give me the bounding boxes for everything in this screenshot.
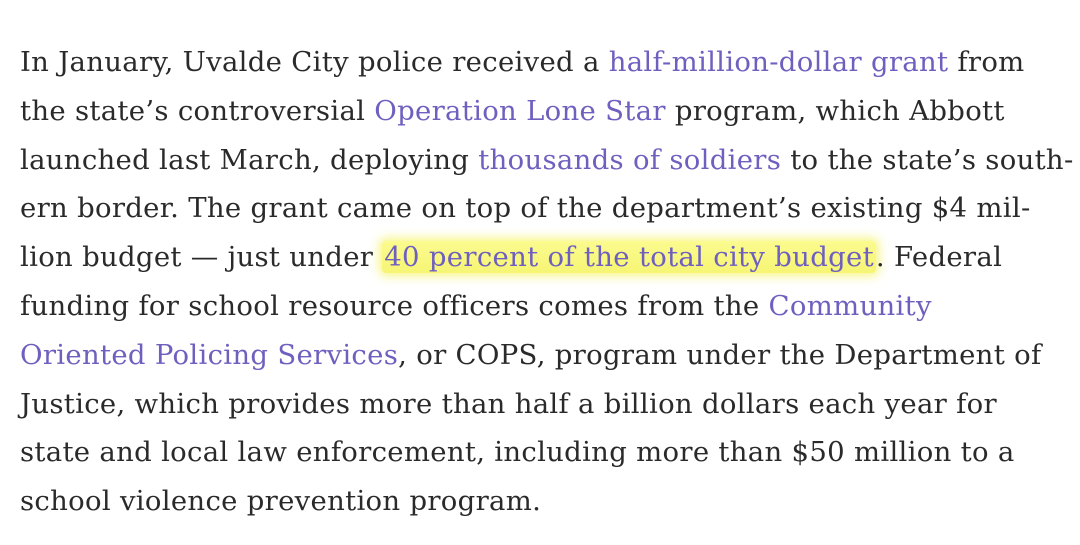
paragraph-line: school violence prevention program.: [20, 477, 1080, 526]
inline-link[interactable]: Community: [768, 289, 932, 322]
inline-link[interactable]: Oriented Policing Services: [20, 338, 399, 371]
paragraph-line: In January, Uvalde City police received …: [20, 38, 1080, 87]
body-text: funding for school resource officers com…: [20, 289, 769, 322]
paragraph-line: Justice, which provides more than half a…: [20, 380, 1080, 429]
inline-link[interactable]: Operation Lone Star: [374, 94, 666, 127]
body-text: program, which Abbott: [665, 94, 1005, 127]
article-paragraph: In January, Uvalde City police received …: [20, 38, 1080, 526]
body-text: to the state’s south-: [781, 143, 1074, 176]
paragraph-line: Oriented Policing Services, or COPS, pro…: [20, 331, 1080, 380]
body-text: . Federal: [875, 241, 1003, 274]
body-text: school violence prevention program.: [20, 485, 542, 518]
paragraph-line: state and local law enforcement, includi…: [20, 428, 1080, 477]
paragraph-line: lion budget — just under 40 percent of t…: [20, 233, 1080, 282]
paragraph-line: launched last March, deploying thousands…: [20, 136, 1080, 185]
paragraph-line: ern border. The grant came on top of the…: [20, 184, 1080, 233]
inline-link[interactable]: half-million-dollar grant: [608, 46, 949, 78]
paragraph-line: funding for school resource officers com…: [20, 282, 1080, 331]
body-text: In January, Uvalde City police received …: [20, 46, 609, 78]
paragraph-line: the state’s controversial Operation Lone…: [20, 87, 1080, 136]
body-text: Justice, which provides more than half a…: [20, 387, 997, 420]
body-text: state and local law enforcement, includi…: [20, 436, 1015, 469]
body-text: lion budget — just under: [20, 241, 383, 274]
body-text: the state’s controversial: [20, 94, 375, 127]
body-text: from: [948, 46, 1025, 78]
body-text: , or COPS, program under the Department …: [398, 338, 1042, 371]
inline-link[interactable]: thousands of soldiers: [478, 143, 782, 176]
body-text: ern border. The grant came on top of the…: [20, 192, 1031, 225]
highlighted-link[interactable]: 40 percent of the total city budget: [382, 241, 876, 274]
body-text: launched last March, deploying: [20, 143, 479, 176]
